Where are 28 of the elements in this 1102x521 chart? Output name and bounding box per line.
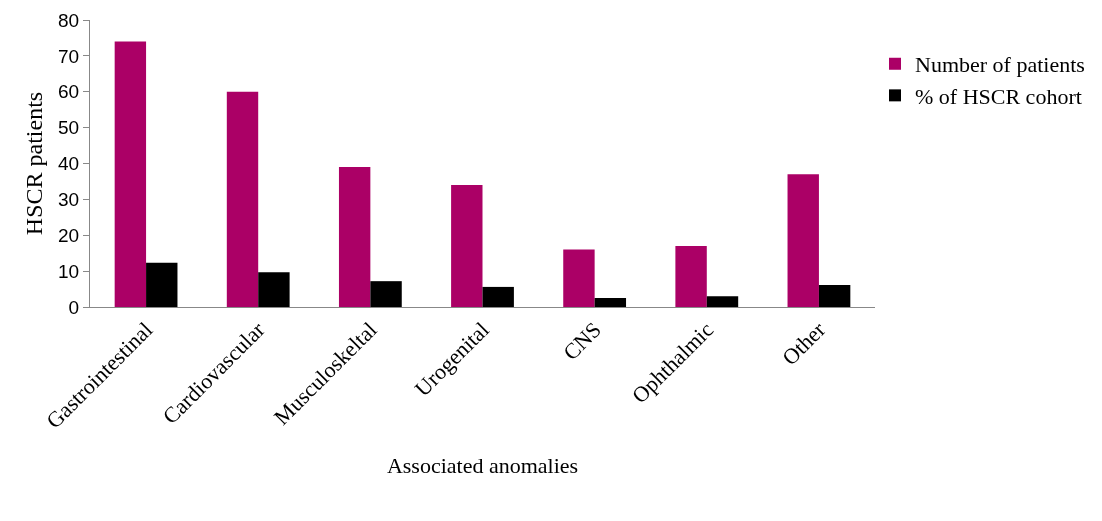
bar xyxy=(818,285,851,307)
bar xyxy=(563,249,595,307)
bar xyxy=(338,167,371,307)
bar xyxy=(787,174,819,307)
bar xyxy=(370,281,402,307)
bar xyxy=(594,298,627,307)
y-tick-label: 0 xyxy=(68,296,80,318)
y-axis-title: HSCR patients xyxy=(21,91,48,236)
bar xyxy=(675,246,707,307)
legend-label: % of HSCR cohort xyxy=(915,83,1082,109)
bar xyxy=(226,91,259,307)
y-tick-label: 60 xyxy=(58,81,80,103)
y-tick-label: 80 xyxy=(58,9,80,31)
bar xyxy=(114,41,147,307)
y-tick-label: 70 xyxy=(58,45,80,67)
y-tick-label: 50 xyxy=(58,117,80,139)
bar xyxy=(482,286,514,307)
bar xyxy=(706,296,739,307)
y-tick-label: 30 xyxy=(58,189,80,211)
bar xyxy=(146,262,178,307)
bar xyxy=(258,272,290,307)
y-tick-label: 40 xyxy=(58,153,80,175)
bar xyxy=(451,185,483,307)
x-axis-title: Associated anomalies xyxy=(386,453,579,479)
legend-label: Number of patients xyxy=(915,52,1085,78)
y-tick-label: 20 xyxy=(58,224,80,246)
y-tick-label: 10 xyxy=(58,260,80,282)
x-tick-label: CNS xyxy=(558,317,606,365)
